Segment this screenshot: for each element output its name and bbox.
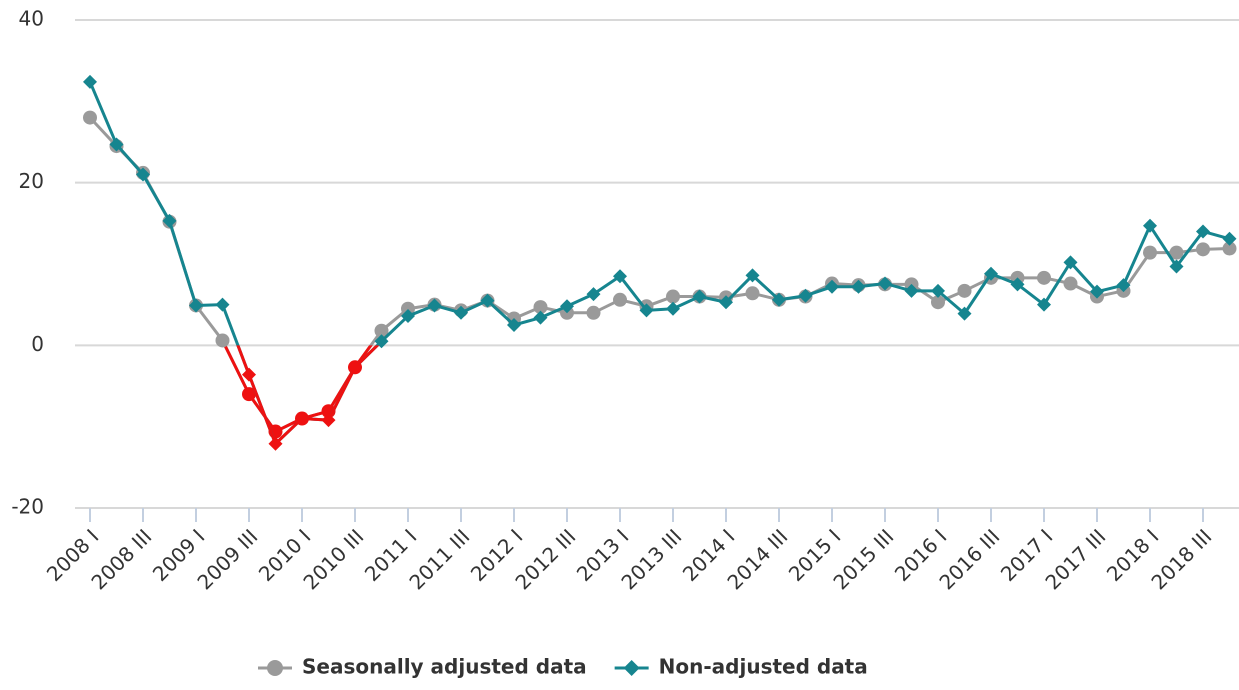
point xyxy=(480,293,495,308)
point xyxy=(798,288,813,303)
point xyxy=(613,269,627,284)
point xyxy=(1116,278,1131,293)
x-tick-label: 2017 III xyxy=(1040,524,1110,594)
point xyxy=(427,298,442,313)
point xyxy=(931,295,945,310)
point xyxy=(507,318,521,332)
point xyxy=(454,305,468,320)
legend-marker xyxy=(267,660,283,676)
point xyxy=(348,360,362,375)
point xyxy=(745,268,760,283)
x-tick-label: 2016 III xyxy=(934,524,1004,594)
point xyxy=(878,276,892,291)
legend-label: Non-adjusted data xyxy=(659,655,868,679)
x-tick-label: 2012 III xyxy=(510,524,580,594)
point xyxy=(666,301,680,316)
point xyxy=(586,287,601,302)
point xyxy=(692,289,707,304)
point xyxy=(242,367,256,382)
legend-item: Non-adjusted data xyxy=(614,655,868,679)
point xyxy=(189,298,203,313)
point xyxy=(295,411,309,426)
point xyxy=(215,333,230,348)
point xyxy=(1063,255,1078,270)
point xyxy=(83,110,97,125)
series-line-negative xyxy=(236,345,380,446)
x-tick-label: 2018 III xyxy=(1146,524,1216,594)
point xyxy=(904,283,919,298)
point xyxy=(268,436,283,451)
point xyxy=(1143,245,1157,260)
point xyxy=(1010,277,1025,292)
point xyxy=(639,303,654,318)
point xyxy=(1143,218,1157,233)
point xyxy=(374,334,389,349)
legend-label: Seasonally adjusted data xyxy=(302,655,587,679)
x-tick-label: 2009 III xyxy=(192,524,262,594)
point xyxy=(401,309,415,324)
x-tick-label: 2013 III xyxy=(616,524,686,594)
point xyxy=(957,283,972,298)
point xyxy=(321,413,336,428)
point xyxy=(1222,241,1237,256)
point xyxy=(1196,242,1210,257)
y-tick-label: -20 xyxy=(11,495,44,519)
point xyxy=(533,300,548,315)
y-tick-label: 20 xyxy=(19,169,44,193)
point xyxy=(1222,231,1237,246)
point xyxy=(560,299,574,314)
point xyxy=(1169,245,1184,260)
point xyxy=(719,295,733,310)
point xyxy=(1169,259,1184,274)
point xyxy=(851,279,866,294)
point xyxy=(613,292,627,307)
point xyxy=(162,213,177,228)
point xyxy=(83,74,97,89)
point xyxy=(931,283,945,298)
point xyxy=(586,305,601,320)
point xyxy=(1090,284,1104,299)
series-line-negative xyxy=(223,345,373,434)
point xyxy=(745,286,760,301)
x-tick-label: 2015 III xyxy=(828,524,898,594)
point xyxy=(1196,224,1210,239)
x-tick-label: 2010 III xyxy=(298,524,368,594)
point xyxy=(374,323,389,338)
point xyxy=(666,289,680,304)
y-tick-label: 40 xyxy=(19,7,44,31)
point xyxy=(109,137,124,152)
point xyxy=(957,306,972,321)
y-tick-label: 0 xyxy=(31,332,44,356)
x-tick-label: 2008 III xyxy=(86,524,156,594)
point xyxy=(825,279,839,294)
point xyxy=(242,387,256,402)
series-line xyxy=(88,116,1230,434)
series-line xyxy=(88,81,1230,446)
legend-item: Seasonally adjusted data xyxy=(258,655,587,679)
point xyxy=(984,266,998,281)
point xyxy=(772,292,786,307)
point xyxy=(1063,276,1078,291)
point xyxy=(1037,270,1051,285)
point xyxy=(136,167,150,182)
point xyxy=(533,310,548,325)
point xyxy=(215,297,230,312)
point xyxy=(1037,297,1051,312)
x-tick-label: 2011 III xyxy=(404,524,474,594)
point xyxy=(401,301,415,316)
legend-marker xyxy=(623,660,640,676)
x-tick-label: 2014 III xyxy=(722,524,792,594)
